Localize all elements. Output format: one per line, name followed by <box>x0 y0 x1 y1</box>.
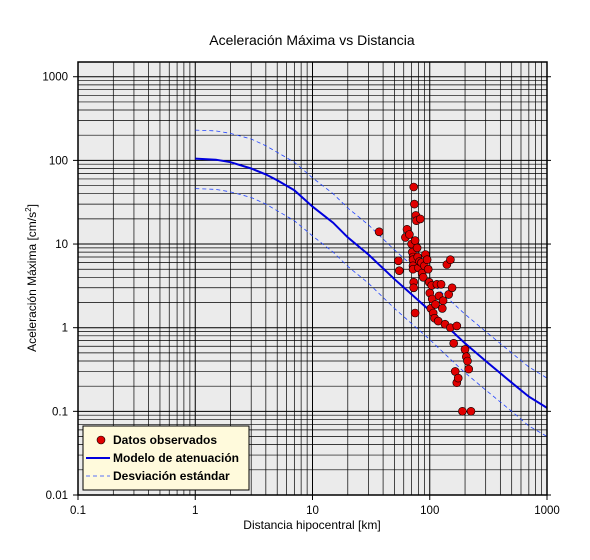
x-tick-label: 1000 <box>534 505 560 517</box>
data-point <box>449 338 459 348</box>
y-axis-label: Aceleración Máxima [cm/s2] <box>24 204 39 352</box>
data-point <box>463 356 472 366</box>
data-point <box>460 345 470 354</box>
data-point <box>452 321 462 331</box>
data-point <box>418 272 428 282</box>
data-point <box>422 255 432 265</box>
y-tick-label: 1 <box>62 323 68 335</box>
legend: Datos observados Modelo de atenuación De… <box>82 425 250 491</box>
data-point <box>438 296 448 306</box>
data-point <box>458 406 467 416</box>
legend-label-deviation: Desviación estándar <box>113 469 230 483</box>
data-point <box>409 283 419 293</box>
y-tick-label: 100 <box>49 155 68 167</box>
data-point <box>466 406 476 416</box>
y-axis-label-suffix: ] <box>25 204 39 207</box>
data-point <box>453 373 463 383</box>
data-point <box>437 304 447 313</box>
data-point <box>394 266 404 276</box>
data-point <box>431 300 440 309</box>
data-points <box>374 182 476 416</box>
x-tick-label: 0.1 <box>70 505 86 517</box>
y-tick-label: 0.01 <box>46 490 68 502</box>
legend-label-model: Modelo de atenuación <box>113 451 239 465</box>
data-point <box>394 256 403 266</box>
y-tick-label: 10 <box>55 239 68 251</box>
data-point <box>412 243 422 253</box>
legend-label-observed: Datos observados <box>113 433 217 447</box>
data-point <box>436 279 446 289</box>
deviation-upper-line <box>195 129 548 379</box>
data-point <box>405 230 414 239</box>
data-point <box>410 308 420 318</box>
y-tick-label: 1000 <box>42 72 68 84</box>
x-tick-label: 10 <box>306 505 319 517</box>
deviation-lower-line <box>195 188 548 437</box>
chart-title: Aceleración Máxima vs Distancia <box>209 32 415 48</box>
data-point <box>374 227 384 237</box>
y-axis-label-main: Aceleración Máxima [cm/s <box>25 212 39 352</box>
data-point <box>410 236 420 245</box>
y-axis-label-superscript: 2 <box>24 207 33 212</box>
data-point <box>464 364 474 374</box>
legend-box <box>82 425 250 491</box>
model-line <box>195 157 548 409</box>
data-point <box>447 283 457 293</box>
data-point <box>423 264 433 274</box>
data-point <box>409 182 419 192</box>
data-point <box>415 214 425 224</box>
x-tick-label: 100 <box>420 505 439 517</box>
legend-marker-observed <box>96 435 106 445</box>
x-axis-label: Distancia hipocentral [km] <box>243 518 380 532</box>
y-tick-label: 0.1 <box>52 406 68 418</box>
x-tick-label: 1 <box>192 505 198 517</box>
data-point <box>410 199 419 209</box>
curves <box>195 129 548 437</box>
grid <box>77 62 547 496</box>
data-point <box>446 255 455 265</box>
